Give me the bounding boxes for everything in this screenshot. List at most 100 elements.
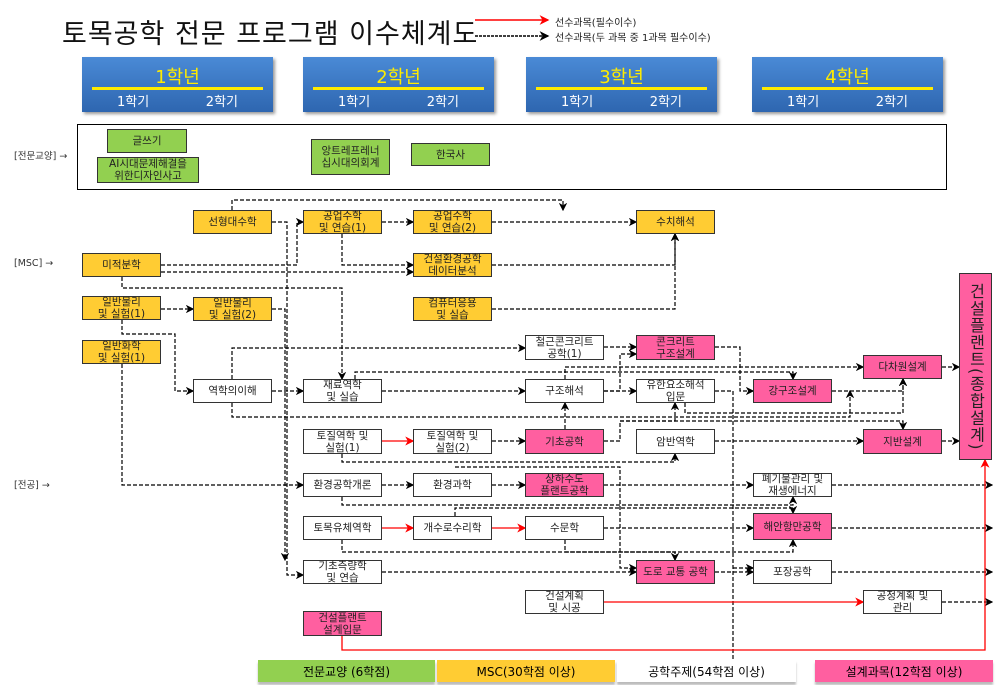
optional-prerequisite-arrow: [121, 277, 347, 381]
year-label: 4학년: [825, 67, 870, 88]
course-box: 수문학: [525, 516, 604, 540]
row-label-major: [전공] →: [14, 480, 50, 491]
year-4-header: 4학년 1학기 2학기: [752, 57, 943, 112]
course-box: 환경공학개론: [303, 473, 382, 497]
course-box: 토질역학 및 실험(2): [413, 429, 492, 454]
course-box: 콘크리트 구조설계: [636, 335, 715, 360]
year-3-header: 3학년 1학기 2학기: [526, 57, 717, 112]
optional-prerequisite-arrow: [272, 221, 305, 580]
course-box: 구조해석: [525, 379, 604, 403]
optional-prerequisite-arrow: [715, 346, 755, 396]
semester-2: 2학기: [649, 95, 682, 110]
semester-2: 2학기: [205, 95, 238, 110]
optional-prerequisite-arrow: [604, 401, 680, 442]
course-box: 글쓰기: [107, 129, 187, 153]
optional-prerequisite-arrow: [604, 349, 638, 392]
optional-prerequisite-arrow: [492, 232, 680, 310]
page-title: 토목공학 전문 프로그램 이수체계도: [62, 19, 479, 50]
divider: [536, 87, 707, 90]
course-box: 다차원설계: [863, 355, 942, 379]
legend-either: 선수과목(두 과목 중 1과목 필수이수): [555, 33, 711, 44]
year-label: 1학년: [155, 67, 200, 88]
legend-design-courses: 설계과목(12학점 이상): [815, 660, 993, 682]
course-box: 컴퓨터응용 및 실습: [413, 297, 492, 321]
course-box: 선형대수학: [193, 210, 272, 234]
course-box: 토질역학 및 실험(1): [303, 429, 382, 454]
required-prerequisite-arrow: [341, 458, 990, 651]
capstone-design-box: 건설플랜트(종합설계): [959, 273, 992, 460]
course-box: 한국사: [411, 143, 490, 166]
course-box: 일반물리 및 실험(2): [193, 297, 272, 321]
year-label: 3학년: [599, 67, 644, 88]
legend-engineering-topics: 공학주제(54학점 이상): [617, 660, 796, 682]
optional-prerequisite-arrow: [564, 362, 865, 379]
row-label-msc: [MSC] →: [14, 258, 54, 269]
course-box: 기초측량학 및 연습: [303, 560, 382, 584]
optional-prerequisite-arrow: [272, 308, 290, 562]
row-label-general: [전문교양] →: [14, 151, 68, 162]
course-box: 미적분학: [82, 253, 161, 277]
course-box: 공업수학 및 연습(1): [303, 210, 382, 234]
optional-prerequisite-arrow: [454, 505, 798, 516]
course-box: 암반역학: [636, 429, 715, 454]
course-box: 도로 교통 공학: [636, 560, 715, 584]
optional-prerequisite-arrow: [341, 234, 415, 270]
optional-prerequisite-arrow: [620, 420, 908, 431]
course-box: 건설환경공학 데이터분석: [413, 253, 492, 277]
semester-2: 2학기: [426, 95, 459, 110]
optional-prerequisite-arrow: [161, 217, 305, 266]
optional-prerequisite-arrow: [832, 377, 908, 392]
semester-1: 1학기: [117, 95, 150, 110]
course-box: 건설플랜트 설계입문: [303, 611, 382, 636]
course-box: 철근콘크리트 공학(1): [525, 335, 604, 360]
course-box: 앙트레프레너 십시대의회계: [311, 139, 390, 175]
divider: [762, 87, 933, 90]
course-box: 개수로수리학: [413, 516, 492, 540]
course-box: 일반화학 및 실험(1): [82, 340, 161, 364]
legend-msc: MSC(30학점 이상): [437, 660, 615, 682]
optional-prerequisite-arrow: [354, 371, 798, 381]
course-box: 강구조설계: [753, 379, 832, 403]
semester-2: 2학기: [875, 95, 908, 110]
optional-prerequisite-arrow: [715, 390, 738, 682]
divider: [313, 87, 484, 90]
optional-prerequisite-arrow: [121, 320, 195, 396]
legend-general-education: 전문교양 (6학점): [258, 660, 435, 682]
optional-prerequisite-arrow: [231, 199, 568, 212]
general-education-frame: [77, 124, 947, 190]
course-box: 토목유체역학: [303, 516, 382, 540]
optional-prerequisite-arrow: [231, 343, 527, 379]
course-box: 재료역학 및 실습: [303, 379, 382, 403]
course-box: 건설계획 및 시공: [525, 590, 604, 614]
year-1-header: 1학년 1학기 2학기: [82, 57, 273, 112]
optional-prerequisite-arrow: [341, 495, 798, 506]
course-box: 폐기물관리 및 재생에너지: [753, 473, 832, 497]
semester-1: 1학기: [787, 95, 820, 110]
optional-prerequisite-arrow: [564, 540, 680, 562]
divider: [92, 87, 263, 90]
course-box: 포장공학: [753, 560, 832, 584]
optional-prerequisite-arrow: [455, 466, 638, 573]
optional-prerequisite-arrow: [341, 538, 798, 553]
course-box: 환경과학: [413, 473, 492, 497]
year-2-header: 2학년 1학기 2학기: [303, 57, 494, 112]
course-box: 공정계획 및 관리: [863, 590, 942, 614]
course-box: 지반설계: [863, 429, 942, 454]
year-label: 2학년: [376, 67, 421, 88]
semester-1: 1학기: [561, 95, 594, 110]
optional-prerequisite-arrow: [231, 389, 855, 418]
optional-prerequisite-arrow: [341, 452, 680, 463]
course-box: 해안항만공학: [753, 513, 832, 540]
legend-required: 선수과목(필수이수): [555, 18, 637, 29]
course-box: 기초공학: [525, 429, 604, 454]
course-box: AI시대문제해결을 위한디자인사고: [97, 157, 199, 183]
course-box: 공업수학 및 연습(2): [413, 210, 492, 234]
course-box: 수치해석: [636, 210, 715, 234]
optional-prerequisite-arrow: [492, 232, 680, 266]
course-box: 상하수도 플랜트공학: [525, 473, 604, 497]
semester-1: 1학기: [338, 95, 371, 110]
course-box: 일반물리 및 실험(1): [82, 296, 161, 320]
course-box: 역학의이해: [193, 379, 272, 403]
